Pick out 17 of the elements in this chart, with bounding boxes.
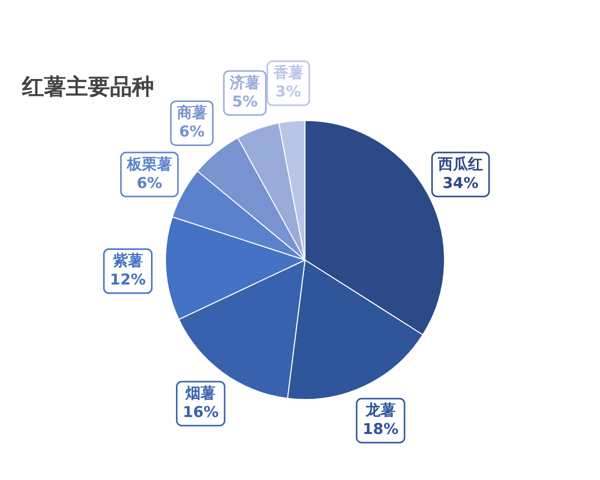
data-label: 16%	[182, 402, 219, 421]
slice-label: 香薯	[272, 64, 304, 82]
slice-label: 商薯	[176, 104, 207, 122]
slice-label: 烟薯	[184, 384, 216, 402]
data-label: 5%	[232, 92, 258, 110]
data-label: 3%	[276, 82, 302, 101]
slice-label: 板栗薯	[126, 154, 172, 173]
data-label: 18%	[362, 420, 399, 438]
slice-label: 紫薯	[112, 252, 143, 270]
data-label: 6%	[179, 122, 205, 141]
data-label: 6%	[136, 174, 162, 192]
text: 红薯主要品种	[22, 74, 154, 102]
slice-label: 济薯	[228, 73, 260, 92]
data-label: 34%	[442, 174, 478, 192]
slice-label: 龙薯	[364, 400, 396, 419]
data-label: 12%	[110, 270, 146, 289]
slice-label: 西瓜红	[437, 154, 484, 173]
